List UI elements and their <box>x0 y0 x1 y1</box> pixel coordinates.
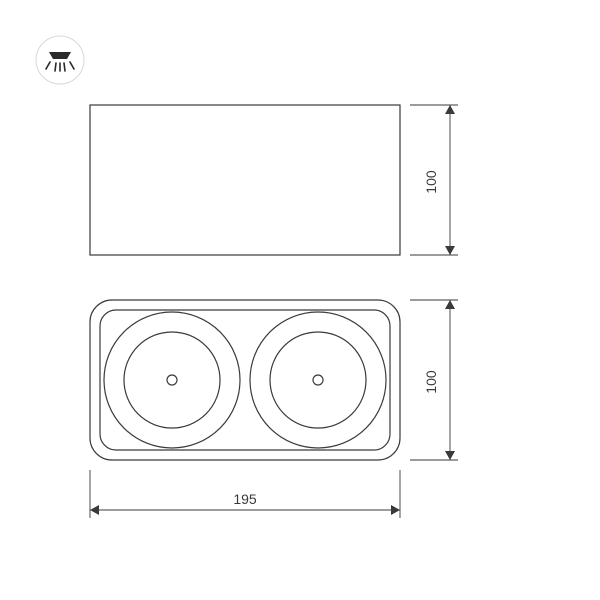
dim-side-height-label: 100 <box>423 170 439 194</box>
dim-bottom-width-label: 195 <box>233 491 257 507</box>
dim-bottom-height-label: 100 <box>423 370 439 394</box>
lamp-opening-2 <box>250 312 386 448</box>
dim-bottom-width: 195 <box>90 470 400 518</box>
dim-bottom-height: 100 <box>410 300 458 460</box>
dim-side-height: 100 <box>410 105 458 255</box>
bottom-view <box>90 300 400 460</box>
downlight-icon <box>36 36 84 84</box>
lamp-opening-1 <box>104 312 240 448</box>
side-view-rect <box>90 105 400 255</box>
